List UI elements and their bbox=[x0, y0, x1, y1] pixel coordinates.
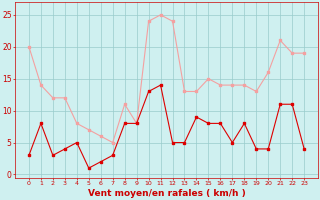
X-axis label: Vent moyen/en rafales ( km/h ): Vent moyen/en rafales ( km/h ) bbox=[88, 189, 245, 198]
